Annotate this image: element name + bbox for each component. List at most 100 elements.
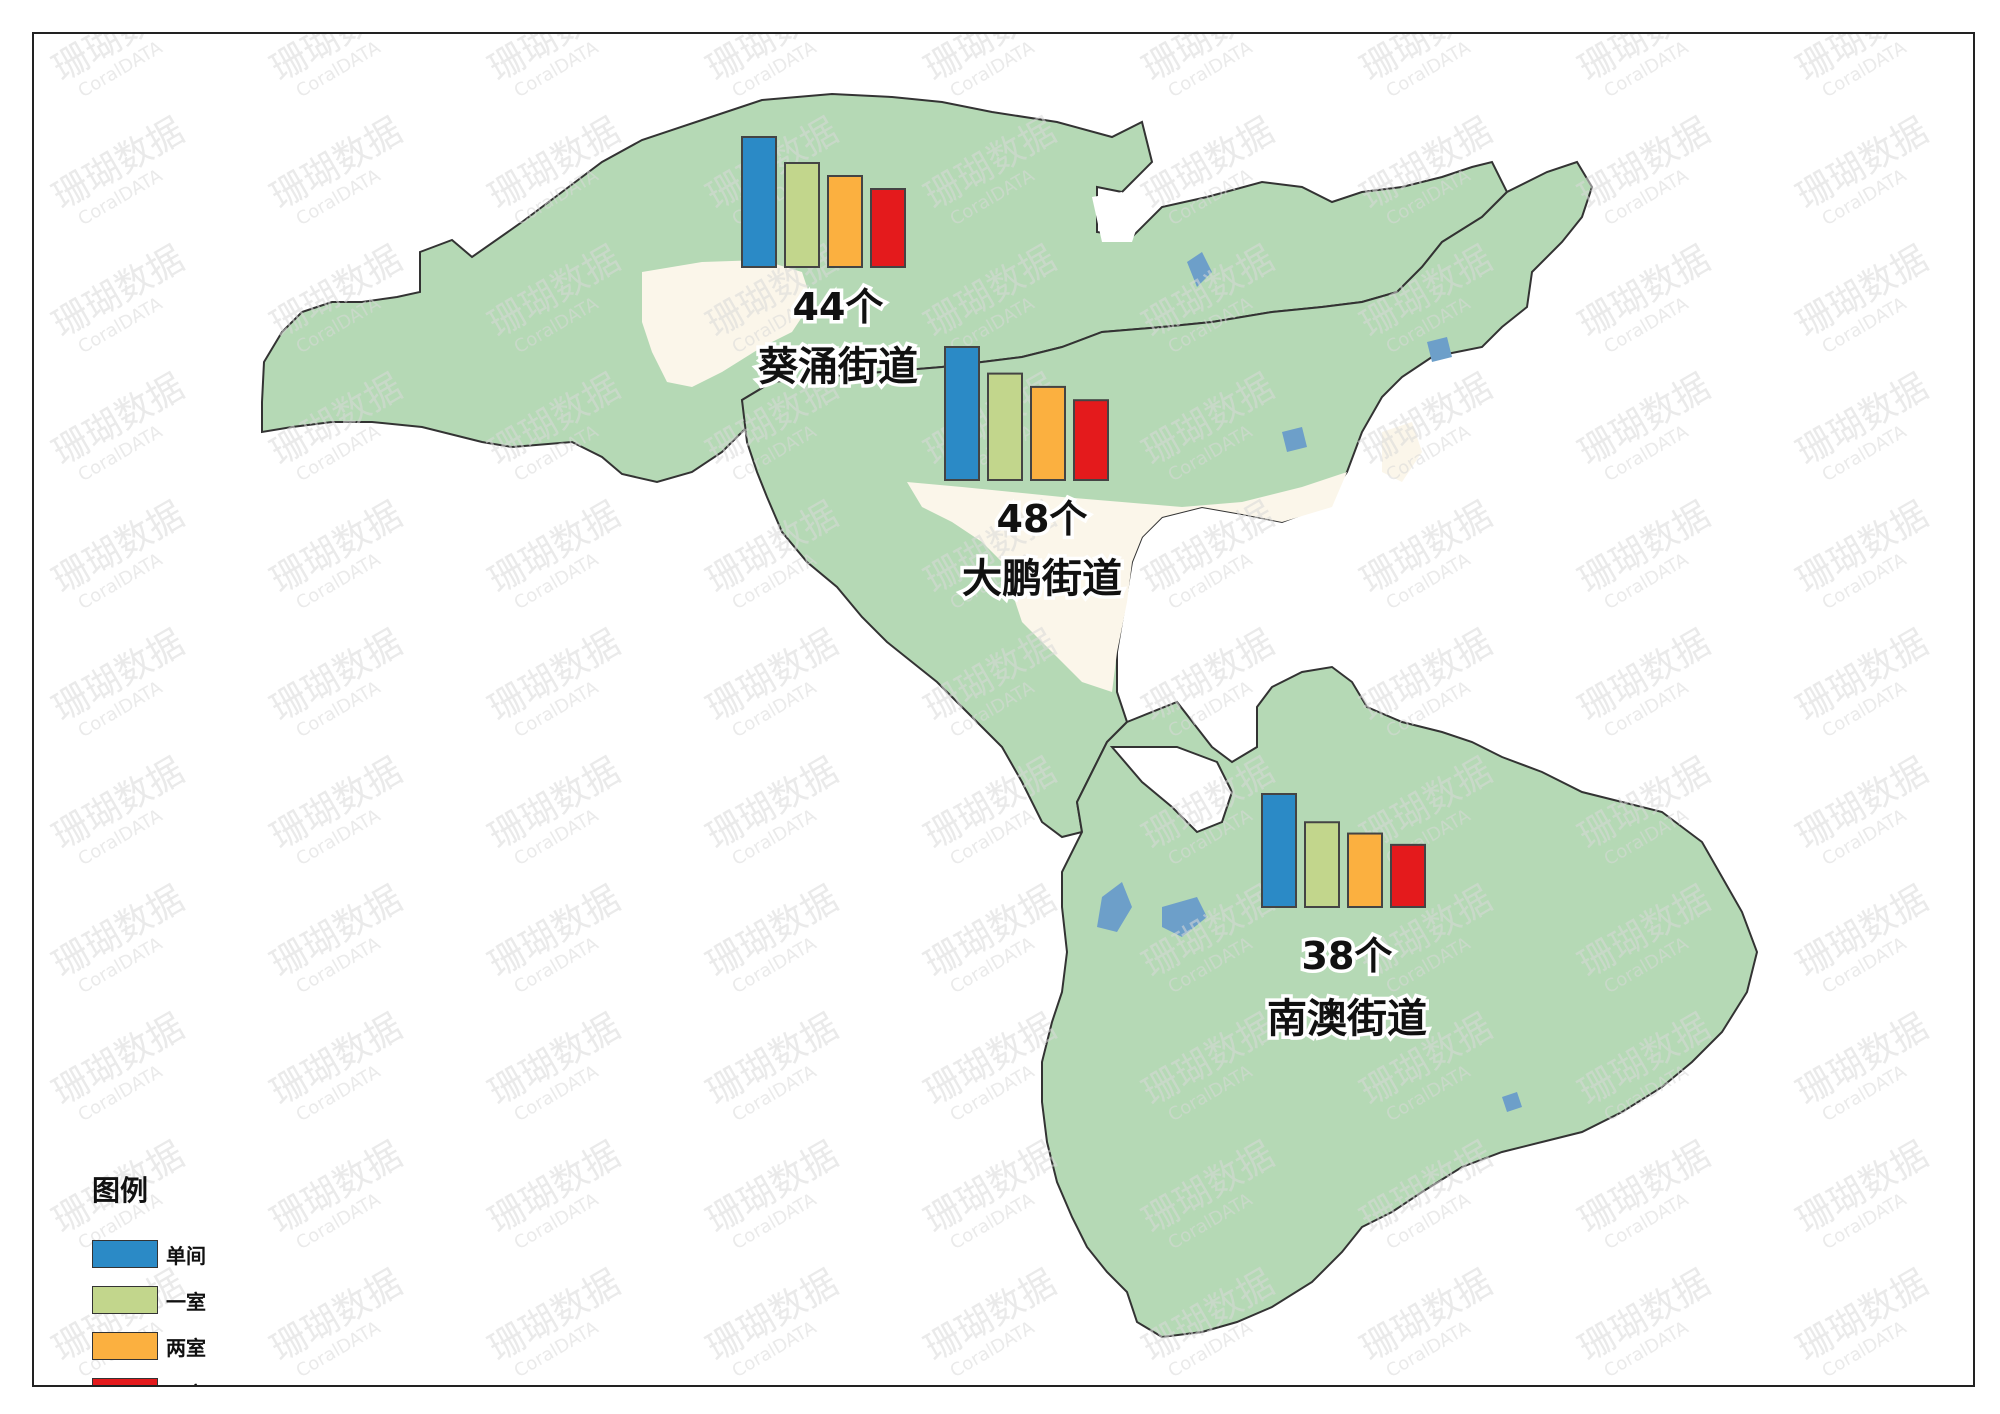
region-count-label: 48个 [997,497,1088,541]
legend-swatch [92,1240,158,1268]
region-name-label: 大鹏街道 [962,556,1122,602]
chart-bar [1261,793,1297,908]
chart-bar [741,136,777,268]
legend-item: 一室 [92,1277,312,1323]
chart-bar [987,372,1023,482]
region-name-label: 南澳街道 [1267,996,1427,1042]
chart-bar [1304,821,1340,908]
legend-item: 两室 [92,1323,312,1369]
legend-items: 单间一室两室三室 [92,1231,312,1386]
region-count-label: 44个 [793,285,884,329]
region-nanao [1041,665,1759,1339]
chart-bar [784,162,820,268]
legend-item: 单间 [92,1231,312,1277]
chart-bar [1030,385,1066,481]
urban-area-north [1092,192,1142,242]
urban-area-gap [1109,746,1234,834]
urban-area-corridor [1382,422,1422,482]
chart-bar [1390,843,1426,908]
reservoir-2 [1162,897,1207,937]
chart-bar [827,175,863,268]
reservoir-5 [1427,337,1452,362]
legend: 图例 单间一室两室三室 [92,1169,312,1386]
urban-area-dapeng [907,472,1347,692]
reservoir-4 [1282,427,1307,452]
legend-item: 三室 [92,1369,312,1386]
reservoir-1 [1097,882,1132,932]
legend-label: 一室 [166,1289,206,1314]
reservoir-6 [1502,1092,1522,1112]
region-name-label: 葵涌街道 [758,344,918,390]
chart-bar [870,188,906,268]
legend-swatch [92,1286,158,1314]
chart-bar [1347,832,1383,908]
legend-label: 两室 [166,1335,206,1360]
legend-label: 三室 [166,1378,206,1386]
legend-label: 单间 [166,1243,206,1268]
legend-swatch [92,1332,158,1360]
chart-bar [1073,399,1109,482]
legend-title: 图例 [92,1174,149,1207]
urban-area-kuichong [642,260,812,387]
legend-swatch [92,1378,158,1385]
chart-bar [944,346,980,481]
